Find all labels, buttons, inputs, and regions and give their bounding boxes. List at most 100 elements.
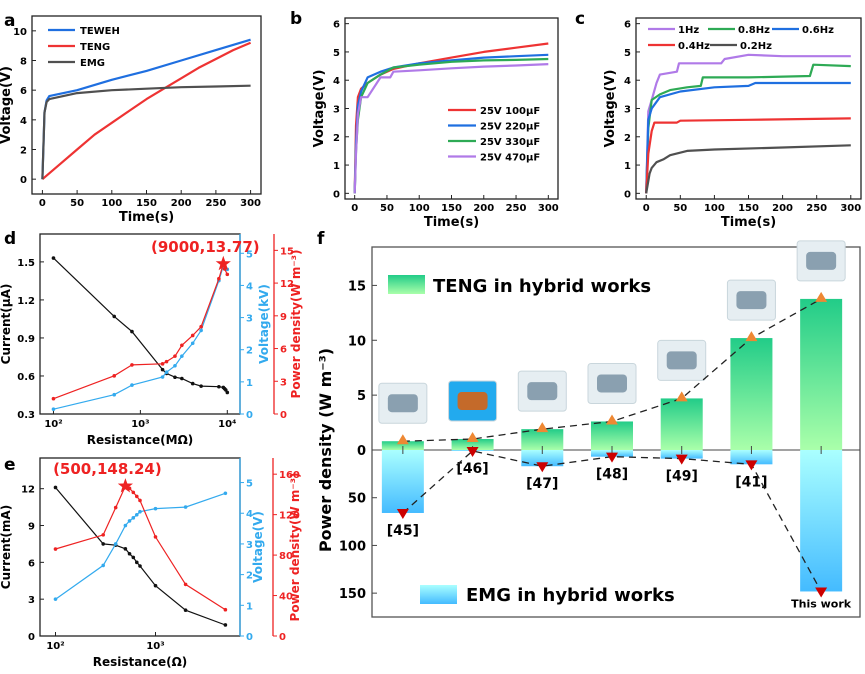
y-tick-label: 1	[246, 601, 253, 612]
y-tick-label: 5	[246, 479, 253, 490]
reference-label: [48]	[596, 467, 628, 483]
data-point	[113, 542, 118, 546]
data-point	[217, 384, 221, 389]
reference-label: [41]	[735, 474, 767, 490]
device-image-icon	[736, 291, 767, 310]
data-point	[225, 272, 230, 277]
y-tick-label: 0	[357, 444, 366, 459]
y-tick-label: 4	[246, 281, 253, 292]
y-tick-label: 4	[333, 76, 340, 87]
x-tick-label: 50	[70, 198, 84, 209]
data-point	[134, 560, 139, 565]
x-tick-label: 200	[772, 203, 793, 214]
data-point	[130, 329, 134, 334]
x-tick-label: 100	[704, 203, 725, 214]
teng-marker-triangle-up-icon	[675, 391, 688, 402]
teng-marker-triangle-up-icon	[745, 331, 758, 342]
data-point	[160, 375, 165, 379]
y-tick-label: 1.5	[17, 258, 35, 269]
legend-label: TENG	[80, 42, 110, 53]
reference-label: [47]	[526, 476, 558, 492]
panel-label-f: f	[317, 229, 325, 249]
y-tick-label: 0	[20, 175, 27, 186]
x-tick-label: 250	[506, 203, 527, 214]
data-point	[53, 485, 58, 490]
data-point	[225, 390, 230, 395]
data-point	[130, 363, 134, 367]
left-axis-label: Current(μA)	[0, 284, 13, 365]
data-point	[101, 563, 106, 568]
x-tick-label: 250	[806, 203, 827, 214]
data-point	[153, 506, 158, 511]
legend-label: 25V 220μF	[480, 122, 540, 133]
x-axis-label: Time(s)	[119, 210, 174, 225]
emg-bar	[730, 450, 773, 465]
data-point	[130, 383, 134, 387]
data-point	[53, 597, 58, 601]
y-tick-label: 2	[246, 571, 253, 582]
series-line-0-4hz	[645, 117, 851, 194]
y-tick-label: 0.9	[17, 334, 35, 345]
x-tick-label: 150	[441, 203, 462, 214]
y-tick-label: 3	[246, 314, 253, 325]
panel-e: 10² 10³Resistance(Ω)036912Current(mA)0123…	[0, 457, 302, 669]
y-tick-label: 5	[624, 48, 631, 59]
y-axis-label: Voltage(V)	[312, 70, 327, 148]
y-tick-label: 1	[333, 161, 340, 172]
x-tick-label: 0	[351, 203, 358, 214]
y-tick-label: 0.6	[17, 372, 35, 383]
data-point	[138, 509, 142, 514]
max-power-annotation: (9000,13.77)	[151, 238, 260, 256]
reference-label: [49]	[666, 469, 698, 485]
panel-f: 0 5 10 15 50 100 150 Power density (W m⁻³) [45] […	[316, 240, 861, 618]
data-point	[53, 547, 58, 551]
device-image-icon	[806, 251, 837, 270]
y-tick-label: 6	[280, 345, 287, 356]
reference-label: This work	[791, 597, 852, 610]
data-point	[160, 362, 165, 366]
data-point	[123, 547, 128, 551]
emg-marker-triangle-down-icon	[396, 508, 409, 519]
y-tick-label: 5	[333, 48, 340, 59]
series-line-teweh	[41, 38, 251, 180]
panel-a: 0 50 100 150 200 250 300 0 2 4 6 8 10 Time(s) Voltage(…	[0, 15, 262, 225]
y-tick-label: 40	[279, 592, 293, 603]
data-point	[164, 359, 169, 364]
data-point	[217, 276, 221, 281]
reference-label: [46]	[456, 461, 488, 477]
x-tick-label: 0	[643, 203, 650, 214]
panel-b: 0 50 100 150 200 250 300 0 1 2 3 4 5 6 Time(s) Voltage(…	[312, 17, 559, 230]
y-tick-label: 0	[28, 632, 35, 643]
right-axis-label: Power density(W m⁻³)	[289, 250, 303, 399]
x-tick-label: 300	[840, 203, 861, 214]
data-point	[153, 583, 158, 588]
y-axis-label: Voltage(V)	[0, 66, 14, 144]
y-tick-label: 150	[339, 587, 366, 602]
data-point	[134, 512, 139, 517]
x-tick-label: 200	[473, 203, 494, 214]
data-point	[190, 381, 195, 386]
series-line-voltage	[55, 492, 226, 600]
data-point	[223, 607, 228, 612]
data-point	[173, 354, 177, 358]
y-tick-label: 5	[246, 249, 253, 260]
emg-marker-triangle-down-icon	[606, 452, 618, 463]
y-tick-label: 5	[357, 389, 366, 404]
x-tick-label: 100	[409, 203, 430, 214]
data-point	[131, 490, 136, 495]
emg-bar	[660, 450, 703, 459]
data-point	[138, 564, 142, 568]
legend-label: 0.2Hz	[740, 41, 772, 52]
legend-label: 25V 470μF	[480, 153, 540, 164]
x-tick-label: 200	[171, 198, 192, 209]
series-line-0-8hz	[645, 63, 851, 194]
series-line-0-6hz	[645, 81, 851, 194]
panel-c: 0 50 100 150 200 250 300 0 1 2 3 4 5 6 Time(s) Voltage(…	[603, 17, 862, 230]
y-tick-label: 0	[333, 189, 340, 200]
data-point	[199, 324, 203, 329]
data-point	[190, 333, 195, 338]
device-image-icon	[666, 351, 697, 370]
y-tick-label: 0	[246, 410, 253, 421]
right-axis-label: Power density(W m⁻³)	[288, 473, 302, 622]
y-tick-label: 3	[280, 377, 287, 388]
